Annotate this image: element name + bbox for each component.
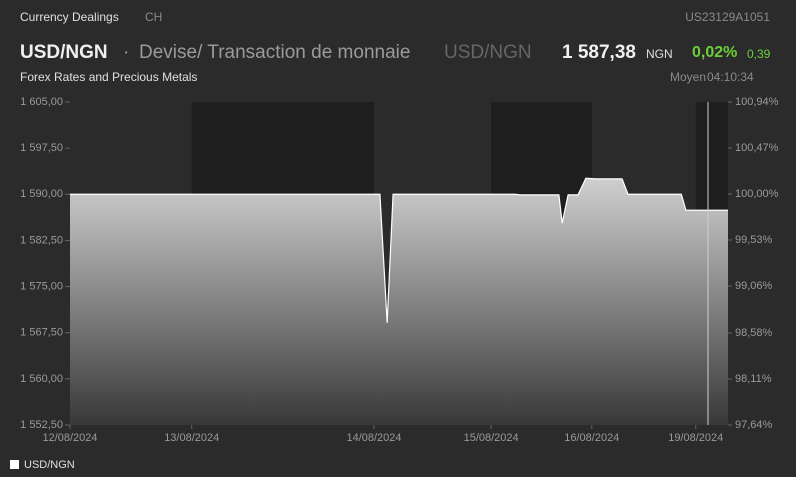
y-tick-label: 1 597,50 xyxy=(20,142,63,154)
x-tick-label: 14/08/2024 xyxy=(346,432,401,444)
y-tick-label: 1 560,00 xyxy=(20,373,63,385)
x-tick-label: 13/08/2024 xyxy=(164,432,219,444)
y2-tick-label: 98,11% xyxy=(735,373,772,385)
y2-tick-label: 99,06% xyxy=(735,280,773,292)
legend-swatch xyxy=(10,460,19,469)
legend-label: USD/NGN xyxy=(24,459,75,471)
x-tick-label: 12/08/2024 xyxy=(42,432,97,444)
x-tick-label: 19/08/2024 xyxy=(668,432,723,444)
isin: US23129A1051 xyxy=(685,10,770,24)
currency: NGN xyxy=(646,47,673,61)
y2-tick-label: 99,53% xyxy=(735,234,773,246)
category: Forex Rates and Precious Metals xyxy=(20,70,198,84)
symbol: USD/NGN xyxy=(20,42,108,63)
y-tick-label: 1 582,50 xyxy=(20,234,63,246)
time: 04:10:34 xyxy=(707,70,754,84)
change: 0,39 xyxy=(747,47,771,61)
tab[interactable]: Currency Dealings xyxy=(20,10,119,24)
area-line xyxy=(70,177,728,323)
y2-tick-label: 98,58% xyxy=(735,327,773,339)
tab[interactable]: CH xyxy=(145,10,163,24)
y2-tick-label: 100,47% xyxy=(735,142,779,154)
description: Devise/ Transaction de monnaie xyxy=(139,42,411,63)
price-type: Moyen xyxy=(670,70,707,84)
y-tick-label: 1 567,50 xyxy=(20,327,63,339)
area-fill xyxy=(70,178,728,425)
change-percent: 0,02% xyxy=(692,44,738,61)
y-tick-label: 1 575,00 xyxy=(20,280,63,292)
y2-tick-label: 100,00% xyxy=(735,188,779,200)
price: 1 587,38 xyxy=(562,42,636,63)
symbol-secondary: USD/NGN xyxy=(444,42,532,63)
y-tick-label: 1 590,00 xyxy=(20,188,63,200)
y-tick-label: 1 605,00 xyxy=(20,96,63,108)
y2-tick-label: 100,94% xyxy=(735,96,779,108)
y-tick-label: 1 552,50 xyxy=(20,419,63,431)
y2-tick-label: 97,64% xyxy=(735,419,773,431)
separator: · xyxy=(123,42,130,63)
x-tick-label: 15/08/2024 xyxy=(464,432,519,444)
x-tick-label: 16/08/2024 xyxy=(564,432,619,444)
